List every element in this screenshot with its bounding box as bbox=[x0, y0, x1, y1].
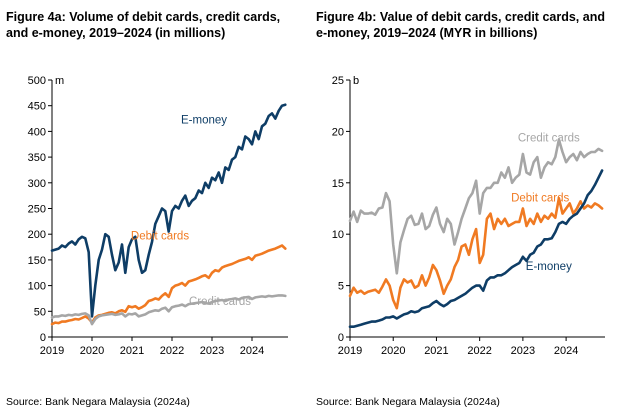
y-tick-label: 25 bbox=[332, 75, 344, 87]
y-tick-label: 15 bbox=[332, 178, 344, 190]
x-tick-label: 2021 bbox=[120, 345, 144, 357]
x-tick-label: 2024 bbox=[554, 345, 578, 357]
y-tick-label: 0 bbox=[40, 332, 46, 344]
figure-4a-panel: Figure 4a: Volume of debit cards, credit… bbox=[0, 0, 310, 420]
figure-4a-title: Figure 4a: Volume of debit cards, credit… bbox=[6, 10, 281, 40]
y-tick-label: 5 bbox=[338, 281, 344, 293]
x-tick-label: 2019 bbox=[338, 345, 362, 357]
y-tick-label: 500 bbox=[28, 75, 46, 87]
figure-4a-source: Source: Bank Negara Malaysia (2024a) bbox=[6, 396, 190, 408]
series-label-e-money: E-money bbox=[526, 261, 572, 273]
series-label-debit-cards: Debit cards bbox=[131, 230, 189, 242]
y-unit-label: b bbox=[353, 75, 359, 87]
x-tick-label: 2023 bbox=[200, 345, 224, 357]
x-tick-label: 2020 bbox=[381, 345, 405, 357]
series-line-debit-cards bbox=[348, 196, 604, 310]
y-tick-label: 200 bbox=[28, 229, 46, 241]
y-tick-label: 20 bbox=[332, 126, 344, 138]
y-tick-label: 150 bbox=[28, 255, 46, 267]
y-tick-label: 50 bbox=[34, 306, 46, 318]
y-tick-label: 450 bbox=[28, 101, 46, 113]
y-tick-label: 350 bbox=[28, 152, 46, 164]
y-tick-label: 400 bbox=[28, 126, 46, 138]
y-tick-label: 100 bbox=[28, 281, 46, 293]
series-line-e-money bbox=[50, 103, 287, 318]
y-tick-label: 250 bbox=[28, 204, 46, 216]
series-label-credit-cards: Credit cards bbox=[518, 133, 580, 145]
x-tick-label: 2022 bbox=[160, 345, 184, 357]
y-unit-label: m bbox=[55, 75, 64, 87]
figure-4a-chart: 0 50 100 150 200 250 300 350 400 450 500 m 2019 2020 2… bbox=[28, 75, 288, 357]
x-tick-label: 2024 bbox=[240, 345, 264, 357]
figure-4b-chart: 0 5 10 15 20 25 b 2019 2020 2021 2022 2023 2024 Credi… bbox=[332, 75, 605, 357]
series-label-e-money: E-money bbox=[181, 115, 227, 127]
y-tick-label: 300 bbox=[28, 178, 46, 190]
figure-4b-panel: Figure 4b: Value of debit cards, credit … bbox=[310, 0, 620, 420]
y-tick-label: 10 bbox=[332, 229, 344, 241]
series-line-credit-cards bbox=[348, 138, 604, 275]
series-label-credit-cards: Credit cards bbox=[189, 296, 251, 308]
x-tick-label: 2022 bbox=[467, 345, 491, 357]
series-line-e-money bbox=[348, 169, 604, 329]
x-tick-label: 2023 bbox=[511, 345, 535, 357]
x-tick-label: 2019 bbox=[40, 345, 64, 357]
figure-4b-title: Figure 4b: Value of debit cards, credit … bbox=[316, 10, 605, 40]
x-tick-label: 2020 bbox=[80, 345, 104, 357]
series-label-debit-cards: Debit cards bbox=[511, 192, 569, 204]
series-line-credit-cards bbox=[50, 294, 287, 326]
y-tick-label: 0 bbox=[338, 332, 344, 344]
figure-4b-source: Source: Bank Negara Malaysia (2024a) bbox=[316, 396, 500, 408]
x-tick-label: 2021 bbox=[424, 345, 448, 357]
